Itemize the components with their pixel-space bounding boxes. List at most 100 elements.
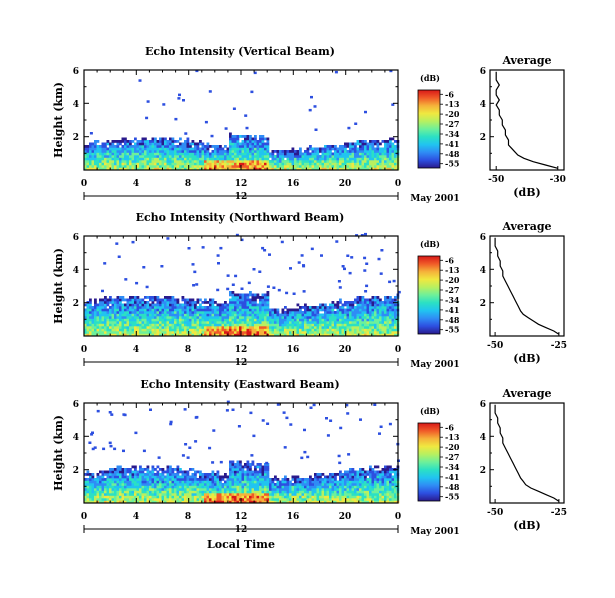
echo-cell — [151, 298, 155, 302]
echo-cell — [341, 328, 345, 332]
echo-cell — [231, 306, 235, 309]
echo-cell — [369, 303, 372, 307]
echo-cell — [331, 485, 335, 489]
echo-cell — [119, 313, 122, 317]
echo-cell — [109, 142, 112, 146]
echo-cell — [364, 147, 367, 151]
echo-cell — [204, 473, 207, 476]
echo-cell — [214, 488, 217, 491]
echo-cell — [199, 311, 202, 314]
echo-cell — [211, 490, 215, 494]
echo-cell — [279, 323, 282, 327]
echo-cell — [351, 152, 355, 156]
echo-cell — [252, 268, 256, 271]
echo-cell — [321, 308, 325, 312]
profile-line — [494, 237, 560, 335]
echo-cell — [306, 155, 310, 158]
echo-cell — [241, 147, 245, 151]
echo-cell — [249, 298, 252, 302]
echo-cell — [141, 495, 145, 499]
echo-cell — [281, 478, 285, 481]
echo-cell — [229, 465, 232, 469]
echo-cell — [141, 155, 145, 158]
echo-cell — [351, 500, 355, 504]
echo-cell — [236, 293, 240, 297]
echo-cell — [361, 321, 365, 324]
echo-cell — [369, 316, 372, 319]
echo-cell — [309, 165, 312, 168]
echo-cell — [244, 135, 247, 138]
echo-cell — [129, 155, 132, 158]
echo-cell — [196, 318, 200, 322]
echo-cell — [189, 326, 192, 329]
echo-cell — [329, 311, 332, 314]
echo-cell — [246, 157, 250, 161]
echo-cell — [365, 284, 369, 288]
echo-cell — [99, 488, 102, 491]
echo-cell — [179, 475, 182, 479]
echo-cell — [302, 264, 305, 267]
echo-cell — [291, 147, 295, 151]
echo-cell — [209, 306, 212, 309]
echo-cell — [114, 493, 117, 496]
echo-cell — [261, 331, 265, 334]
echo-cell — [149, 157, 152, 161]
echo-cell — [304, 160, 307, 163]
echo-cell — [134, 495, 137, 499]
echo-cell — [349, 323, 352, 327]
echo-cell — [239, 490, 242, 494]
echo-cell — [154, 298, 157, 302]
echo-cell — [96, 303, 100, 307]
echo-cell — [281, 495, 285, 499]
echo-cell — [359, 150, 362, 153]
echo-cell — [214, 155, 217, 158]
echo-cell — [244, 167, 247, 171]
echo-cell — [359, 473, 362, 476]
echo-cell — [109, 473, 112, 476]
echo-cell — [229, 321, 232, 324]
echo-cell — [214, 485, 217, 489]
echo-cell — [184, 303, 187, 307]
colorbar-title: (dB) — [420, 73, 440, 83]
echo-cell — [119, 142, 122, 146]
echo-cell — [264, 473, 267, 476]
echo-cell — [166, 333, 170, 337]
echo-cell — [229, 145, 232, 148]
echo-cell — [264, 313, 267, 317]
echo-cell — [309, 321, 312, 324]
echo-cell — [284, 490, 287, 494]
echo-cell — [231, 473, 235, 476]
echo-cell — [241, 306, 245, 309]
echo-cell — [264, 303, 267, 307]
echo-cell — [99, 475, 102, 479]
echo-cell — [101, 475, 105, 479]
echo-cell — [244, 142, 247, 146]
echo-cell — [324, 152, 327, 156]
echo-cell — [216, 475, 220, 479]
echo-cell — [261, 155, 265, 158]
echo-cell — [99, 323, 102, 327]
echo-cell — [341, 498, 345, 501]
echo-cell — [104, 473, 107, 476]
echo-cell — [111, 475, 115, 479]
echo-cell — [126, 303, 130, 307]
echo-cell — [259, 308, 262, 312]
echo-cell — [381, 326, 385, 329]
echo-cell — [149, 483, 152, 486]
echo-cell — [311, 328, 315, 332]
echo-cell — [124, 488, 127, 491]
echo-cell — [309, 152, 312, 156]
echo-cell — [179, 488, 182, 491]
echo-cell — [181, 478, 185, 481]
echo-cell — [116, 493, 120, 496]
echo-cell — [256, 473, 260, 476]
echo-cell — [354, 160, 357, 163]
echo-cell — [361, 478, 365, 481]
echo-cell — [131, 478, 135, 481]
echo-cell — [221, 147, 225, 151]
echo-cell — [129, 150, 132, 153]
echo-cell — [234, 142, 237, 146]
echo-cell — [246, 470, 250, 474]
echo-cell — [266, 167, 270, 171]
echo-cell — [109, 313, 112, 317]
